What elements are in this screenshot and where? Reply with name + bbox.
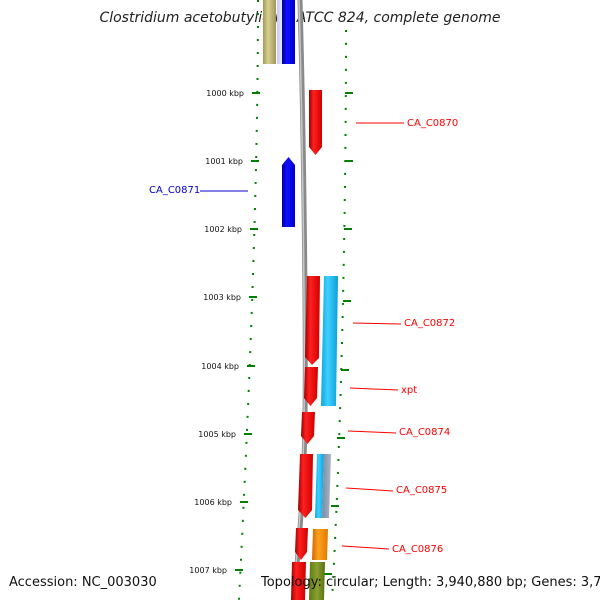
gene-feature-orange: [312, 529, 328, 560]
scale-label: 1006 kbp: [194, 498, 232, 507]
leader-line: [341, 545, 390, 550]
topology-text: Topology: circular; Length: 3,940,880 bp…: [261, 575, 600, 590]
leader-line: [352, 322, 402, 325]
gene-label-CA_C0872[interactable]: CA_C0872: [404, 318, 455, 329]
leader-line: [345, 487, 394, 492]
gene-feature-olive-bottom: [309, 562, 325, 600]
gene-feature-blue-top: [282, 0, 295, 64]
scale-label: 1000 kbp: [206, 89, 244, 98]
gene-feature-lavender-top: [277, 0, 282, 64]
gene-feature-red-bottom: [291, 562, 306, 600]
gene-label-CA_C0874[interactable]: CA_C0874: [399, 427, 450, 438]
gene-CA_C0871[interactable]: [282, 157, 295, 227]
gene-CA_C0870[interactable]: [309, 90, 322, 155]
gene-feature-cyan-2: [315, 454, 324, 518]
scale-label: 1007 kbp: [189, 566, 227, 575]
accession-text: Accession: NC_003030: [9, 575, 157, 590]
gene-CA_C0875[interactable]: [298, 454, 313, 518]
gene-CA_C0876[interactable]: [295, 528, 308, 560]
gene-label-xpt[interactable]: xpt: [401, 385, 417, 396]
scale-label: 1003 kbp: [203, 293, 241, 302]
left-major-ticks: [235, 92, 260, 571]
scale-label: 1004 kbp: [201, 362, 239, 371]
gene-CA_C0872[interactable]: [305, 276, 320, 365]
right-major-ticks: [324, 92, 353, 575]
gene-feature-cyan: [321, 276, 338, 406]
leader-line: [349, 387, 399, 391]
gene-label-CA_C0871[interactable]: CA_C0871: [149, 185, 200, 196]
gene-feature-grey: [322, 454, 331, 518]
gene-xpt[interactable]: [304, 367, 318, 406]
gene-label-CA_C0870[interactable]: CA_C0870: [407, 118, 458, 129]
scale-label: 1001 kbp: [205, 157, 243, 166]
gene-label-CA_C0875[interactable]: CA_C0875: [396, 485, 447, 496]
leader-line: [347, 430, 397, 434]
scale-label: 1005 kbp: [198, 430, 236, 439]
gene-label-CA_C0876[interactable]: CA_C0876: [392, 544, 443, 555]
gene-CA_C0874[interactable]: [301, 412, 315, 444]
gene-feature-olive-top: [263, 0, 276, 64]
scale-label: 1002 kbp: [204, 225, 242, 234]
